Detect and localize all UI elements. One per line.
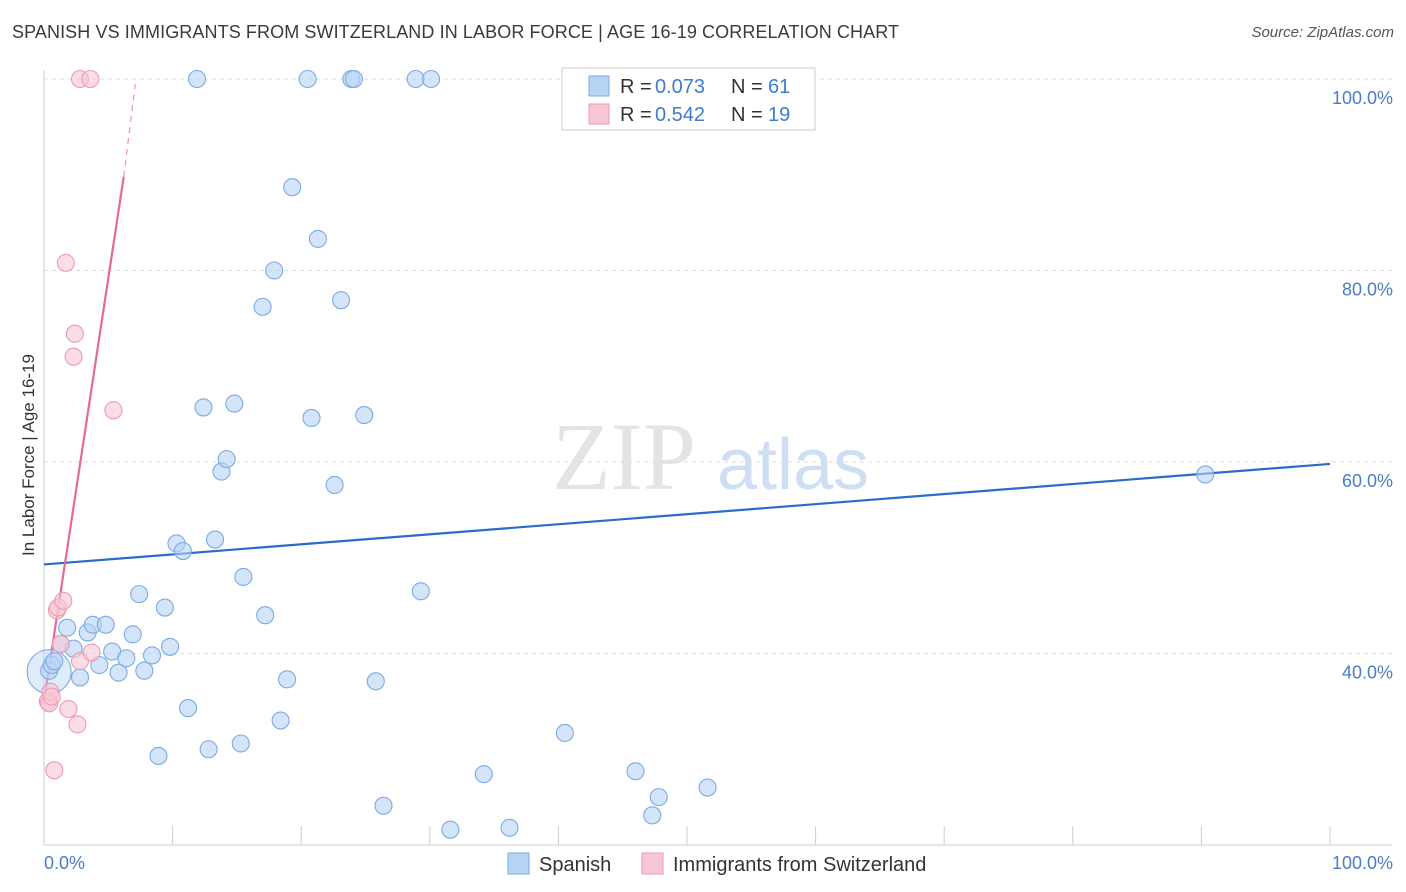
data-point-spanish: [130, 585, 149, 604]
y-axis-label: In Labor Force | Age 16-19: [19, 354, 38, 556]
data-point-spanish: [626, 762, 645, 781]
data-point-spanish: [265, 261, 284, 280]
data-point-spanish: [283, 178, 302, 197]
chart-title: SPANISH VS IMMIGRANTS FROM SWITZERLAND I…: [12, 22, 900, 42]
data-point-spanish: [160, 637, 180, 656]
legend-n-label: N =: [731, 76, 763, 98]
data-point-switzerland: [59, 699, 78, 719]
data-point-switzerland: [82, 643, 101, 662]
data-point-spanish: [555, 723, 574, 743]
data-point-spanish: [45, 652, 64, 671]
data-point-switzerland: [56, 253, 75, 272]
watermark-atlas: atlas: [717, 425, 869, 505]
legend-r-label: R =: [620, 104, 652, 126]
legend-swatch: [588, 75, 610, 97]
y-tick-label: 100.0%: [1332, 88, 1393, 108]
bottom-legend: Spanish Immigrants from Switzerland: [507, 852, 926, 876]
watermark-zip: ZIP: [552, 403, 696, 510]
data-point-switzerland: [51, 634, 70, 653]
data-point-switzerland: [81, 69, 100, 89]
tick-labels: 40.0% 60.0% 80.0% 100.0% 0.0% 100.0%: [44, 88, 1393, 873]
data-point-spanish: [253, 297, 272, 316]
y-tick-label: 40.0%: [1342, 663, 1393, 683]
bottom-legend-swatch: [507, 852, 530, 875]
data-point-spanish: [474, 765, 493, 784]
data-point-switzerland: [42, 687, 61, 706]
data-point-spanish: [234, 567, 253, 586]
data-point-spanish: [406, 69, 425, 89]
x-tick-label: 100.0%: [1332, 853, 1393, 873]
data-point-spanish: [205, 530, 225, 549]
data-point-spanish: [278, 670, 297, 689]
data-point-spanish: [302, 408, 321, 428]
bottom-legend-label: Spanish: [539, 854, 611, 876]
data-point-switzerland: [65, 324, 84, 343]
data-point-spanish: [643, 806, 662, 825]
legend-n-label: N =: [731, 104, 763, 126]
trend-line-switzerland-extension: [123, 83, 136, 177]
data-point-spanish: [109, 663, 128, 682]
data-point-spanish: [355, 406, 374, 425]
data-point-spanish: [217, 450, 236, 469]
data-point-spanish: [178, 699, 198, 718]
data-point-spanish: [199, 740, 218, 759]
data-point-switzerland: [45, 761, 64, 780]
data-point-spanish: [332, 291, 351, 310]
data-point-spanish: [58, 618, 77, 637]
legend: R = 0.073 N = 61 R = 0.542 N = 19: [561, 67, 816, 131]
data-point-spanish: [422, 69, 441, 89]
data-point-spanish: [256, 606, 275, 625]
legend-r-value: 0.542: [655, 104, 705, 126]
y-tick-label: 80.0%: [1342, 280, 1393, 300]
data-point-spanish: [344, 69, 363, 89]
data-point-spanish: [298, 69, 317, 89]
y-tick-label: 60.0%: [1342, 471, 1393, 491]
legend-swatch: [588, 103, 610, 125]
data-point-spanish: [366, 672, 385, 691]
trend-line-spanish: [43, 462, 1331, 566]
data-point-spanish: [194, 398, 213, 417]
legend-n-value: 61: [768, 76, 790, 98]
data-point-spanish: [271, 711, 290, 730]
data-point-spanish: [135, 661, 154, 680]
legend-n-value: 19: [768, 104, 790, 126]
data-point-spanish: [225, 394, 244, 413]
legend-r-value: 0.073: [655, 76, 705, 98]
grid: [44, 78, 1392, 654]
axes: [43, 70, 1392, 846]
data-point-switzerland: [64, 347, 83, 366]
data-point-spanish: [231, 734, 250, 753]
data-point-switzerland: [104, 401, 123, 420]
legend-r-label: R =: [620, 76, 652, 98]
data-point-spanish: [441, 820, 460, 839]
data-point-spanish: [173, 541, 192, 561]
data-points: [26, 69, 1215, 839]
data-point-spanish: [187, 69, 207, 89]
data-point-spanish: [649, 788, 668, 807]
data-point-spanish: [117, 649, 136, 668]
bottom-legend-swatch: [641, 852, 664, 875]
data-point-spanish: [142, 646, 162, 665]
data-point-spanish: [411, 582, 430, 601]
data-point-spanish: [325, 475, 344, 495]
source-label: Source: ZipAtlas.com: [1251, 24, 1394, 41]
data-point-spanish: [70, 668, 90, 687]
data-point-spanish: [374, 796, 393, 815]
data-point-spanish: [500, 818, 519, 837]
x-tick-label: 0.0%: [44, 853, 85, 873]
trend-lines: [42, 83, 1331, 702]
data-point-spanish: [698, 778, 717, 797]
data-point-switzerland: [68, 715, 87, 734]
data-point-spanish: [1196, 465, 1215, 484]
data-point-spanish: [123, 625, 142, 644]
watermark: ZIP atlas: [552, 403, 869, 510]
data-point-spanish: [308, 229, 327, 248]
bottom-legend-label: Immigrants from Switzerland: [673, 854, 926, 876]
data-point-spanish: [149, 746, 168, 766]
data-point-switzerland: [54, 591, 73, 610]
data-point-spanish: [155, 598, 174, 617]
data-point-spanish: [96, 615, 115, 634]
